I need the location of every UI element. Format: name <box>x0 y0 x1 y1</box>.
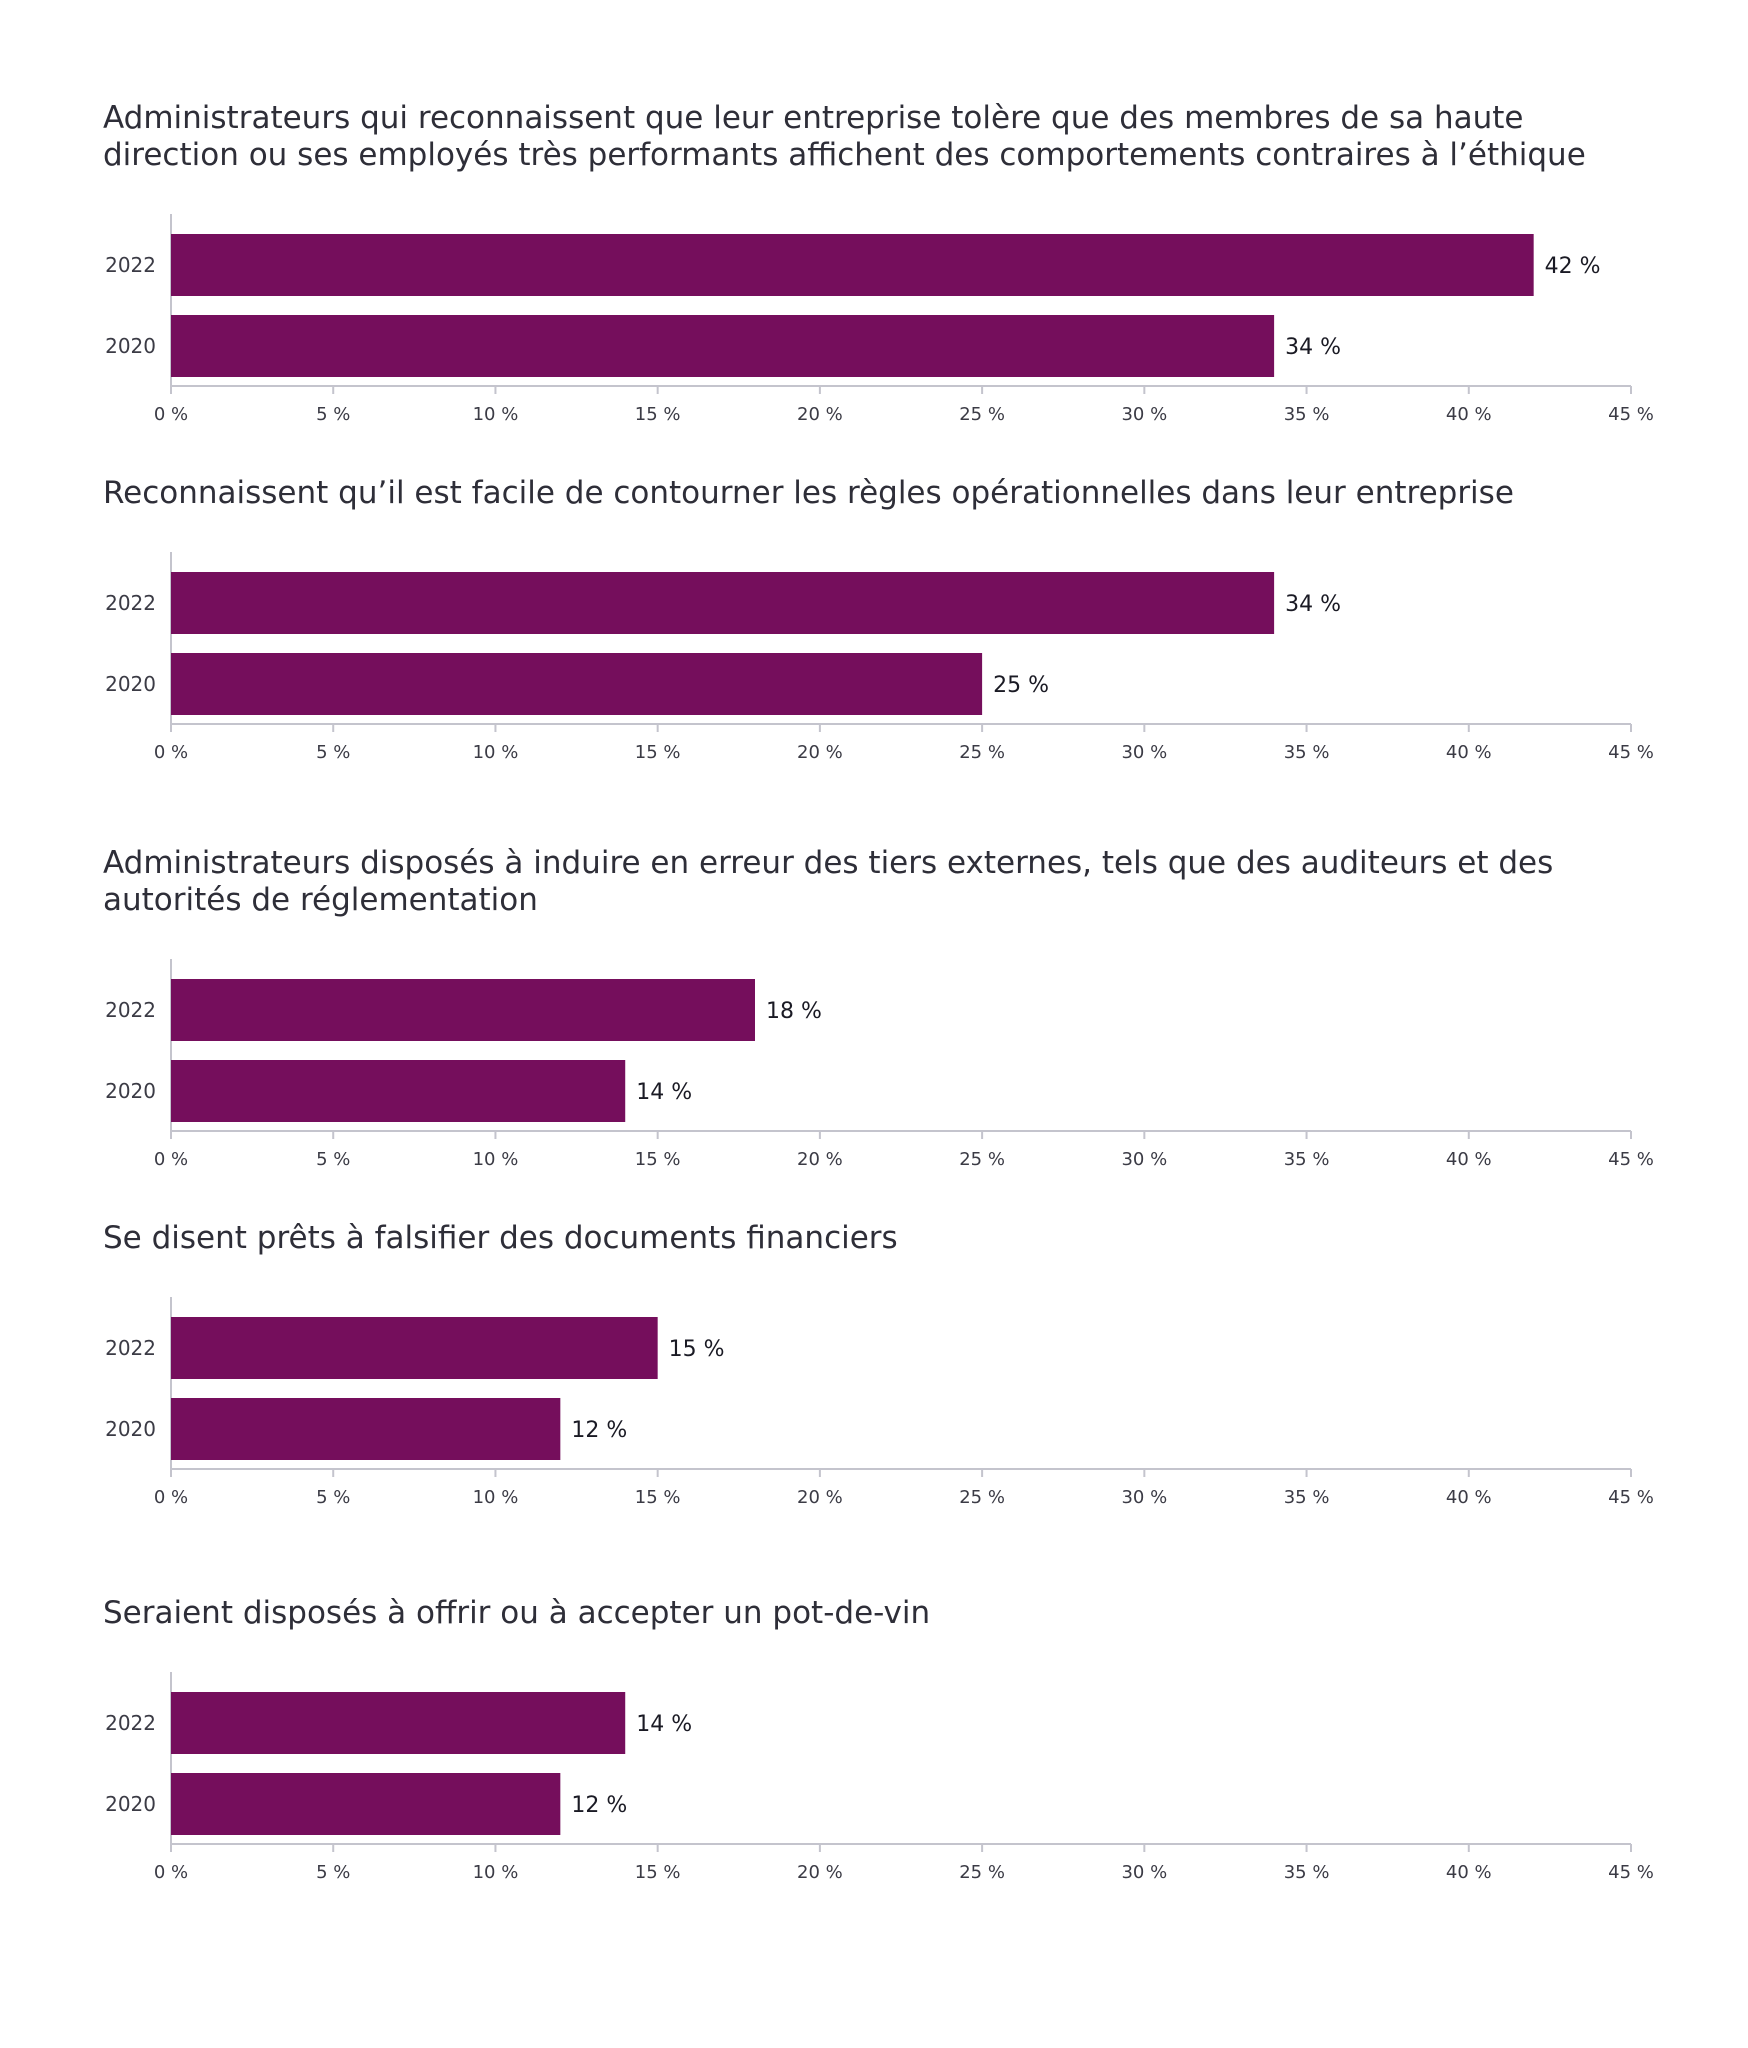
x-tick-label: 35 % <box>1284 404 1330 425</box>
chart-block-2: Reconnaissent qu’il est facile de contou… <box>0 475 1748 855</box>
x-tick-label: 30 % <box>1121 404 1167 425</box>
chart-title: Se disent prêts à falsifier des document… <box>103 1220 898 1256</box>
x-tick-label: 45 % <box>1608 1862 1654 1883</box>
category-label: 2022 <box>105 1711 156 1735</box>
x-tick-label: 20 % <box>797 1149 843 1170</box>
chart-block-1: Administrateurs qui reconnaissent que le… <box>0 100 1748 480</box>
chart-block-5: Seraient disposés à offrir ou à accepter… <box>0 1595 1748 1975</box>
x-tick-label: 0 % <box>154 742 188 763</box>
bar-chart: 2022 14 % 2020 12 % 0 % 5 % 10 % 15 % 20 % 25 % 30… <box>105 1672 1654 1883</box>
x-tick-label: 5 % <box>316 404 350 425</box>
value-label: 14 % <box>636 1712 692 1737</box>
bar-2020 <box>171 1060 626 1122</box>
x-tick-label: 10 % <box>473 1149 519 1170</box>
x-tick-label: 30 % <box>1121 742 1167 763</box>
bar-chart: 2022 15 % 2020 12 % 0 % 5 % 10 % 15 % 20 % 25 % 30… <box>105 1297 1654 1508</box>
chart-title: Seraient disposés à offrir ou à accepter… <box>103 1595 931 1631</box>
value-label: 34 % <box>1285 592 1341 617</box>
x-tick-label: 0 % <box>154 1487 188 1508</box>
chart-title: Administrateurs disposés à induire en er… <box>103 845 1554 918</box>
x-tick-label: 15 % <box>635 742 681 763</box>
bar-chart: 2022 18 % 2020 14 % 0 % 5 % 10 % 15 % 20 % 25 % 30… <box>105 959 1654 1170</box>
x-tick-label: 35 % <box>1284 742 1330 763</box>
chart-block-3: Administrateurs disposés à induire en er… <box>0 845 1748 1225</box>
x-tick-label: 25 % <box>959 742 1005 763</box>
x-tick-label: 10 % <box>473 742 519 763</box>
x-tick-label: 25 % <box>959 404 1005 425</box>
x-tick-label: 35 % <box>1284 1487 1330 1508</box>
x-tick-label: 40 % <box>1446 1149 1492 1170</box>
x-tick-label: 20 % <box>797 1487 843 1508</box>
x-tick-label: 35 % <box>1284 1149 1330 1170</box>
x-tick-label: 5 % <box>316 1862 350 1883</box>
x-tick-label: 10 % <box>473 1862 519 1883</box>
x-tick-label: 40 % <box>1446 1487 1492 1508</box>
x-tick-label: 20 % <box>797 742 843 763</box>
bar-chart: 2022 34 % 2020 25 % 0 % 5 % 10 % 15 % 20 % 25 % 30… <box>105 552 1654 763</box>
x-tick-label: 45 % <box>1608 742 1654 763</box>
value-label: 15 % <box>669 1337 725 1362</box>
value-label: 42 % <box>1545 254 1601 279</box>
bar-2022 <box>171 1692 626 1754</box>
x-tick-label: 35 % <box>1284 1862 1330 1883</box>
x-tick-label: 45 % <box>1608 404 1654 425</box>
x-tick-label: 15 % <box>635 1487 681 1508</box>
category-label: 2020 <box>105 334 156 358</box>
x-tick-label: 5 % <box>316 1149 350 1170</box>
bar-2020 <box>171 1398 561 1460</box>
x-tick-label: 15 % <box>635 1149 681 1170</box>
x-tick-label: 30 % <box>1121 1149 1167 1170</box>
bar-2020 <box>171 1773 561 1835</box>
category-label: 2020 <box>105 1792 156 1816</box>
x-tick-label: 45 % <box>1608 1149 1654 1170</box>
category-label: 2022 <box>105 591 156 615</box>
chart-title: Reconnaissent qu’il est facile de contou… <box>103 475 1514 511</box>
x-tick-label: 0 % <box>154 404 188 425</box>
chart-title: Administrateurs qui reconnaissent que le… <box>103 100 1586 173</box>
x-tick-label: 25 % <box>959 1862 1005 1883</box>
x-tick-label: 25 % <box>959 1487 1005 1508</box>
x-tick-label: 5 % <box>316 742 350 763</box>
x-tick-label: 30 % <box>1121 1862 1167 1883</box>
value-label: 14 % <box>636 1080 692 1105</box>
category-label: 2022 <box>105 998 156 1022</box>
value-label: 18 % <box>766 999 822 1024</box>
x-tick-label: 15 % <box>635 404 681 425</box>
x-tick-label: 25 % <box>959 1149 1005 1170</box>
value-label: 12 % <box>571 1418 627 1443</box>
bar-2022 <box>171 1317 658 1379</box>
x-tick-label: 5 % <box>316 1487 350 1508</box>
category-label: 2020 <box>105 1417 156 1441</box>
bar-2022 <box>171 234 1534 296</box>
chart-block-4: Se disent prêts à falsifier des document… <box>0 1220 1748 1600</box>
x-tick-label: 40 % <box>1446 742 1492 763</box>
bar-2020 <box>171 653 983 715</box>
x-tick-label: 20 % <box>797 1862 843 1883</box>
x-tick-label: 40 % <box>1446 404 1492 425</box>
x-tick-label: 15 % <box>635 1862 681 1883</box>
category-label: 2022 <box>105 1336 156 1360</box>
x-tick-label: 40 % <box>1446 1862 1492 1883</box>
value-label: 34 % <box>1285 335 1341 360</box>
x-tick-label: 30 % <box>1121 1487 1167 1508</box>
category-label: 2020 <box>105 1079 156 1103</box>
x-tick-label: 20 % <box>797 404 843 425</box>
category-label: 2022 <box>105 253 156 277</box>
value-label: 25 % <box>993 673 1049 698</box>
x-tick-label: 45 % <box>1608 1487 1654 1508</box>
x-tick-label: 10 % <box>473 404 519 425</box>
x-tick-label: 10 % <box>473 1487 519 1508</box>
bar-2022 <box>171 979 755 1041</box>
bar-chart: 2022 42 % 2020 34 % 0 % 5 % 10 % 15 % 20 % 25 % 30… <box>105 214 1654 425</box>
bar-2022 <box>171 572 1275 634</box>
bar-2020 <box>171 315 1275 377</box>
category-label: 2020 <box>105 672 156 696</box>
value-label: 12 % <box>571 1793 627 1818</box>
x-tick-label: 0 % <box>154 1862 188 1883</box>
x-tick-label: 0 % <box>154 1149 188 1170</box>
